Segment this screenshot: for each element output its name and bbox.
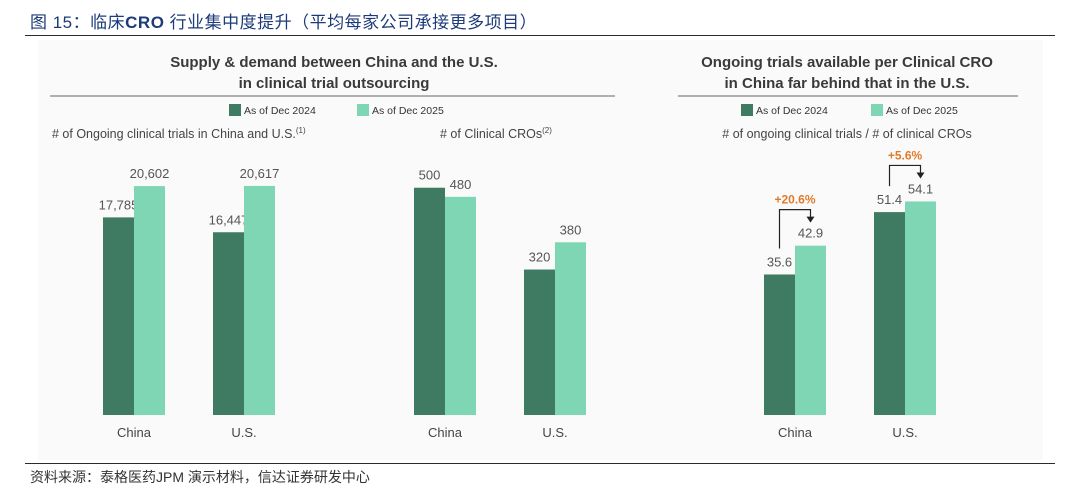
chart2-value-label: 320 bbox=[529, 250, 551, 265]
chart3-growth-label: +20.6% bbox=[774, 193, 815, 207]
bottom-rule bbox=[25, 463, 1055, 464]
top-rule bbox=[25, 35, 1055, 36]
chart2-value-label: 480 bbox=[450, 177, 472, 192]
legend-swatch-2025 bbox=[357, 104, 369, 116]
chart1-value-label: 17,785 bbox=[99, 197, 139, 212]
chart3-growth-arrowhead bbox=[916, 172, 925, 179]
chart2-subtitle: # of Clinical CROs(2) bbox=[440, 126, 552, 141]
chart2-subtitle-sup: (2) bbox=[542, 126, 552, 135]
chart1-subtitle-text: # of Ongoing clinical trials in China an… bbox=[52, 127, 296, 141]
chart3-bar-us-2025 bbox=[905, 201, 936, 415]
chart3-subtitle: # of ongoing clinical trials / # of clin… bbox=[722, 127, 971, 141]
left-panel-title-line2: in clinical trial outsourcing bbox=[239, 75, 430, 92]
right-panel-title-line1: Ongoing trials available per Clinical CR… bbox=[701, 54, 993, 71]
source-note: 资料来源：泰格医药JPM 演示材料，信达证券研发中心 bbox=[30, 469, 370, 485]
chart3-value-label: 51.4 bbox=[877, 192, 902, 207]
chart1-bar-us-2025 bbox=[244, 185, 275, 415]
figure-title-bold: CRO bbox=[125, 13, 165, 32]
legend-label-2025: As of Dec 2025 bbox=[372, 105, 444, 117]
legend-label-2025-right: As of Dec 2025 bbox=[886, 105, 958, 117]
chart3-category-label: U.S. bbox=[892, 425, 917, 440]
chart3-growth-bracket bbox=[778, 209, 812, 249]
chart2-subtitle-text: # of Clinical CROs bbox=[440, 127, 542, 141]
chart3-value-label: 54.1 bbox=[908, 181, 933, 196]
chart3-growth-arrowhead bbox=[806, 216, 815, 223]
right-panel-title-line2: in China far behind that in the U.S. bbox=[724, 75, 969, 92]
chart1-subtitle-sup: (1) bbox=[296, 126, 306, 135]
chart1-category-label: U.S. bbox=[231, 425, 256, 440]
chart1-bar-us-2024 bbox=[213, 232, 244, 415]
chart3-growth-bracket bbox=[888, 164, 922, 187]
left-panel-title-line1: Supply & demand between China and the U.… bbox=[170, 54, 498, 71]
bars-layer: 17,785 20,602 China 16,447 20,617 U.S. 500 480 C… bbox=[99, 148, 936, 440]
chart3-bar-china-2025 bbox=[795, 245, 826, 415]
chart3-bar-china-2024 bbox=[764, 274, 795, 415]
figure-title-suffix: 行业集中度提升（平均每家公司承接更多项目） bbox=[164, 13, 538, 32]
chart2-bar-china-2024 bbox=[414, 187, 445, 415]
chart2-bar-china-2025 bbox=[445, 196, 476, 415]
chart1-category-label: China bbox=[117, 425, 152, 440]
chart1-bar-china-2025 bbox=[134, 186, 165, 415]
legend-swatch-2024 bbox=[229, 104, 241, 116]
chart2-value-label: 500 bbox=[419, 168, 441, 183]
chart3-growth-label: +5.6% bbox=[888, 148, 923, 162]
chart1-subtitle: # of Ongoing clinical trials in China an… bbox=[52, 126, 306, 141]
figure-title-prefix: 临床 bbox=[90, 13, 126, 32]
legend-label-2024-right: As of Dec 2024 bbox=[756, 105, 828, 117]
chart1-value-label: 16,447 bbox=[209, 212, 249, 227]
legend-swatch-2025-right bbox=[871, 104, 883, 116]
chart2-category-label: U.S. bbox=[542, 425, 567, 440]
chart2-category-label: China bbox=[428, 425, 463, 440]
chart3-category-label: China bbox=[778, 425, 813, 440]
chart3-value-label: 42.9 bbox=[798, 226, 823, 241]
chart3-value-label: 35.6 bbox=[767, 254, 792, 269]
chart2-bar-us-2025 bbox=[555, 242, 586, 415]
chart2-bar-us-2024 bbox=[524, 269, 555, 415]
chart3-bar-us-2024 bbox=[874, 212, 905, 415]
chart1-value-label: 20,617 bbox=[240, 166, 280, 181]
chart1-bar-china-2024 bbox=[103, 217, 134, 415]
figure-title: 图 15：临床CRO 行业集中度提升（平均每家公司承接更多项目） bbox=[30, 8, 537, 33]
legend-swatch-2024-right bbox=[741, 104, 753, 116]
legend-label-2024: As of Dec 2024 bbox=[244, 105, 316, 117]
chart2-value-label: 380 bbox=[560, 222, 582, 237]
figure-label: 图 15： bbox=[30, 13, 91, 32]
chart1-value-label: 20,602 bbox=[130, 166, 170, 181]
